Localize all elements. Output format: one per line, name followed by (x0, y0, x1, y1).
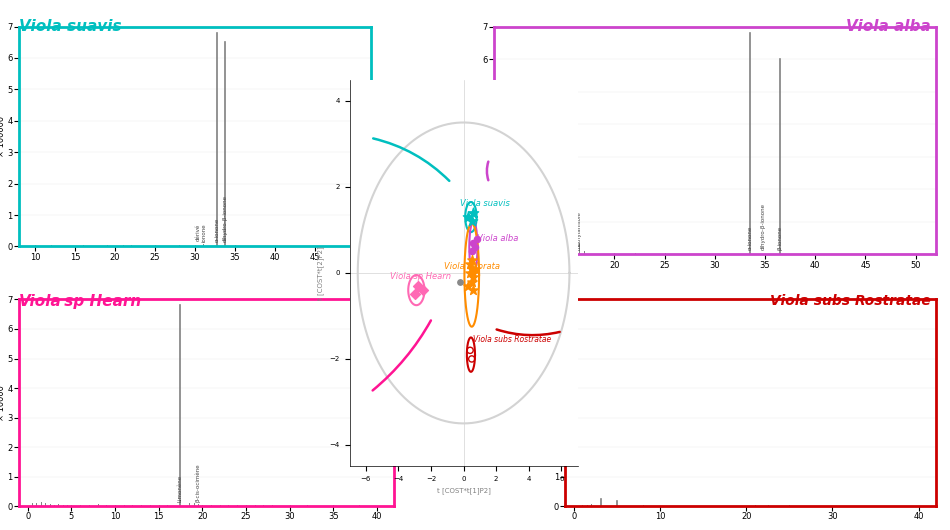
Text: β-cis-ocimène: β-cis-ocimène (195, 463, 200, 502)
Point (465, 277, 480, 286)
Point (463, 346, 478, 355)
Text: Viola suavis: Viola suavis (461, 199, 510, 208)
Text: Viola alba: Viola alba (478, 234, 519, 243)
Point (466, 269, 481, 277)
Text: dihydro-β-ionone: dihydro-β-ionone (222, 195, 228, 242)
Point (466, 273, 481, 281)
Point (466, 238, 481, 247)
Point (410, 281, 426, 290)
Text: Viola subs Rostratae: Viola subs Rostratae (473, 335, 552, 344)
Y-axis label: t [COST*t[2]P2]: t [COST*t[2]P2] (317, 246, 324, 300)
Text: Viola alba: Viola alba (846, 19, 931, 33)
Point (465, 256, 480, 264)
Y-axis label: × 100000: × 100000 (472, 120, 481, 161)
Text: Viola suavis: Viola suavis (19, 19, 122, 33)
Y-axis label: × 10000: × 10000 (0, 385, 6, 421)
Point (463, 260, 478, 269)
Point (461, 281, 476, 290)
Text: β-ionone: β-ionone (778, 225, 783, 250)
Text: α-ionone: α-ionone (748, 225, 752, 250)
Text: Viola: Viola (19, 294, 62, 309)
Point (469, 234, 484, 243)
Point (466, 208, 481, 217)
Text: dérivé
ionone: dérivé ionone (196, 223, 206, 242)
Point (453, 277, 468, 286)
Point (408, 290, 423, 299)
Text: Limonène: Limonène (178, 474, 183, 502)
Text: methylanisole: methylanisole (577, 210, 581, 250)
Text: Viola sp Hearn: Viola sp Hearn (390, 272, 451, 281)
Text: Viola subs Rostratae: Viola subs Rostratae (770, 294, 931, 308)
Text: sp Hearn: sp Hearn (59, 294, 142, 309)
Point (465, 247, 480, 255)
Point (465, 264, 480, 273)
Text: dihydro-β-ionone: dihydro-β-ionone (761, 202, 766, 250)
Point (467, 243, 483, 251)
X-axis label: t [COST*t[1]P2]: t [COST*t[1]P2] (437, 488, 490, 494)
Point (465, 217, 480, 226)
Point (415, 286, 430, 294)
Point (466, 286, 481, 294)
Text: α-ionone: α-ionone (215, 217, 219, 242)
Point (465, 355, 480, 363)
Text: Viola odorata: Viola odorata (444, 262, 500, 271)
Y-axis label: × 100000: × 100000 (543, 382, 552, 423)
Point (463, 269, 478, 277)
Y-axis label: × 100000: × 100000 (0, 116, 6, 157)
Point (461, 213, 476, 222)
Point (467, 264, 483, 273)
